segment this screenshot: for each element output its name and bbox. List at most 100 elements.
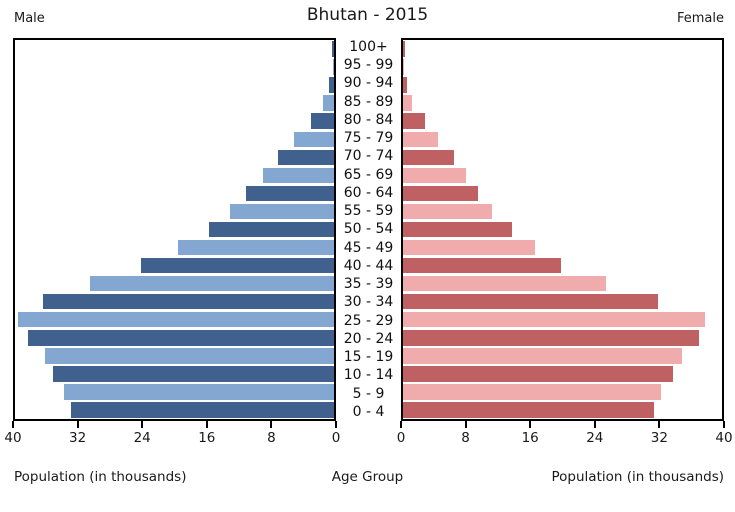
female-axis-tick bbox=[464, 421, 467, 428]
male-axis-tick bbox=[270, 421, 273, 428]
female-axis-ticklabel: 0 bbox=[396, 430, 406, 446]
age-group-label: 15 - 19 bbox=[343, 349, 394, 366]
male-axis-tick bbox=[205, 421, 208, 428]
male-axis-tick bbox=[141, 421, 144, 428]
male-axis-ticklabel: 32 bbox=[69, 430, 87, 446]
female-bar bbox=[403, 275, 606, 292]
age-group-label: 95 - 99 bbox=[343, 57, 394, 74]
age-group-label: 60 - 64 bbox=[343, 184, 394, 201]
male-bar bbox=[177, 239, 334, 256]
male-axis-ticklabel: 40 bbox=[4, 430, 22, 446]
male-bar bbox=[278, 149, 334, 166]
age-group-label: 90 - 94 bbox=[343, 75, 394, 92]
female-bar bbox=[403, 185, 478, 202]
male-bar bbox=[90, 275, 334, 292]
male-side-label: Male bbox=[14, 11, 45, 26]
male-bar bbox=[332, 41, 334, 57]
male-axis-ticklabel: 8 bbox=[267, 430, 276, 446]
age-group-label: 100+ bbox=[349, 39, 388, 55]
age-group-label: 25 - 29 bbox=[343, 312, 394, 329]
female-bar bbox=[403, 77, 407, 93]
female-bar bbox=[403, 293, 659, 310]
age-group-label: 0 - 4 bbox=[352, 403, 385, 420]
male-bar bbox=[263, 167, 334, 184]
age-group-label: 80 - 84 bbox=[343, 111, 394, 128]
male-bar bbox=[52, 366, 334, 382]
female-bar bbox=[403, 402, 655, 418]
female-axes-panel bbox=[401, 38, 724, 421]
age-group-label: 45 - 49 bbox=[343, 239, 394, 256]
female-bar bbox=[403, 131, 439, 147]
female-axis-tick bbox=[593, 421, 596, 428]
female-bar bbox=[403, 366, 674, 382]
female-bar bbox=[403, 311, 705, 328]
female-bar bbox=[403, 384, 661, 400]
male-bar bbox=[141, 257, 334, 274]
female-bar bbox=[403, 221, 513, 238]
female-bar bbox=[403, 149, 454, 166]
female-axis-ticklabel: 32 bbox=[650, 430, 668, 446]
age-group-labels-column: 100+ 95 - 99 90 - 94 85 - 89 80 - 84 75 - 79 7… bbox=[336, 38, 401, 421]
female-bar bbox=[403, 167, 466, 184]
female-axis-ticklabel: 40 bbox=[715, 430, 733, 446]
age-group-label: 5 - 9 bbox=[352, 385, 385, 402]
age-group-label: 85 - 89 bbox=[343, 93, 394, 110]
age-group-label: 65 - 69 bbox=[343, 166, 394, 183]
age-group-label: 40 - 44 bbox=[343, 257, 394, 274]
female-bar bbox=[403, 59, 404, 75]
male-bar bbox=[208, 221, 334, 238]
female-axis-tick bbox=[529, 421, 532, 428]
female-axis-title: Population (in thousands) bbox=[551, 469, 724, 485]
male-axis-ticklabel: 0 bbox=[331, 430, 341, 446]
age-group-label: 75 - 79 bbox=[343, 130, 394, 147]
male-bar bbox=[64, 384, 334, 400]
male-axis-tick bbox=[76, 421, 79, 428]
age-group-label: 50 - 54 bbox=[343, 221, 394, 238]
female-bar bbox=[403, 41, 405, 57]
age-group-label: 20 - 24 bbox=[343, 330, 394, 347]
female-bar bbox=[403, 239, 536, 256]
age-group-label: 55 - 59 bbox=[343, 203, 394, 220]
female-bar bbox=[403, 113, 425, 129]
male-bar bbox=[70, 402, 334, 418]
male-bar bbox=[44, 348, 334, 364]
age-group-label: 10 - 14 bbox=[343, 367, 394, 384]
age-group-axis-title: Age Group bbox=[331, 469, 404, 485]
male-axis-tick bbox=[12, 421, 14, 428]
female-axis-ticklabel: 16 bbox=[521, 430, 539, 446]
male-bar bbox=[230, 203, 334, 220]
female-axis-ticklabel: 24 bbox=[586, 430, 604, 446]
female-side-label: Female bbox=[676, 11, 724, 26]
male-axis-title: Population (in thousands) bbox=[14, 469, 187, 485]
female-axis-tick bbox=[723, 421, 725, 428]
male-bar bbox=[322, 95, 334, 111]
female-axis-tick bbox=[658, 421, 661, 428]
male-bar bbox=[18, 311, 334, 328]
female-bar bbox=[403, 348, 683, 364]
female-bar bbox=[403, 330, 699, 346]
male-axis-ticklabel: 16 bbox=[198, 430, 216, 446]
male-bar bbox=[42, 293, 334, 310]
male-bar bbox=[310, 113, 334, 129]
female-axis-ticklabels: 0 8 16 24 32 40 bbox=[397, 430, 733, 448]
male-bar bbox=[27, 330, 334, 346]
male-bar bbox=[333, 59, 334, 75]
male-axes-panel bbox=[13, 38, 336, 421]
male-bar bbox=[329, 77, 334, 93]
female-bar bbox=[403, 95, 412, 111]
male-bar bbox=[294, 131, 334, 147]
female-axis-ticklabel: 8 bbox=[461, 430, 470, 446]
age-group-label: 35 - 39 bbox=[343, 276, 394, 293]
male-axis-ticklabel: 24 bbox=[133, 430, 151, 446]
female-bar bbox=[403, 257, 561, 274]
male-axis-ticklabels: 0 8 16 24 32 40 bbox=[4, 430, 340, 448]
chart-title: Bhutan - 2015 bbox=[306, 5, 429, 25]
male-axis-tickmarks bbox=[12, 421, 337, 429]
female-bar bbox=[403, 203, 493, 220]
female-axis-tick bbox=[400, 421, 402, 428]
age-group-label: 70 - 74 bbox=[343, 148, 394, 165]
male-bar bbox=[246, 185, 334, 202]
female-axis-tickmarks bbox=[400, 421, 725, 429]
age-group-label: 30 - 34 bbox=[343, 294, 394, 311]
